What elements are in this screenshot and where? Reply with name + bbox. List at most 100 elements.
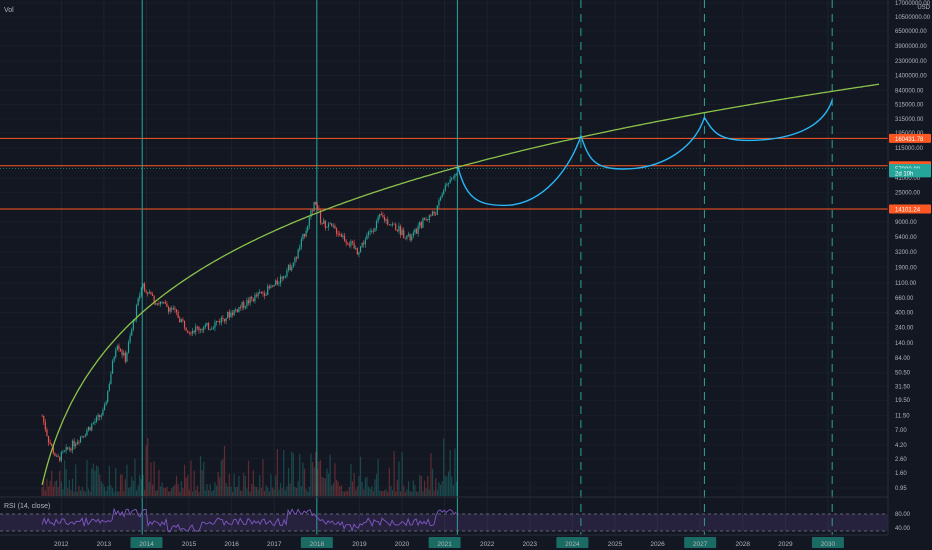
volume-bar: [284, 490, 286, 496]
time-marker-badge[interactable]: [811, 537, 844, 548]
volume-bar: [233, 473, 235, 496]
volume-bar: [407, 481, 410, 496]
volume-bar: [441, 481, 443, 496]
volume-bar: [51, 470, 53, 496]
volume-bar: [55, 480, 58, 496]
candle-body: [239, 306, 242, 308]
volume-bar: [257, 489, 259, 496]
volume-bar: [351, 481, 354, 496]
candle-body: [382, 215, 384, 217]
volume-bar: [113, 491, 115, 496]
volume-bar: [185, 477, 187, 496]
volume-bar: [313, 467, 315, 496]
projection-arc[interactable]: [456, 99, 833, 207]
volume-bar: [118, 491, 120, 496]
candle-body: [379, 214, 381, 217]
price-badge-label: 14101.24: [895, 208, 921, 214]
volume-bar: [374, 479, 376, 496]
time-marker-badge[interactable]: [556, 537, 589, 548]
candle-body: [303, 233, 306, 237]
volume-bar: [41, 486, 43, 496]
candle-body: [292, 262, 294, 268]
volume-bar: [145, 445, 147, 496]
volume-bar: [449, 450, 451, 496]
candle-body: [307, 225, 309, 231]
candle-body: [188, 332, 190, 334]
time-marker-badge[interactable]: [428, 537, 461, 548]
candle-body: [44, 421, 46, 430]
candle-body: [55, 455, 58, 457]
volume-bar: [159, 486, 162, 496]
volume-bar: [414, 484, 416, 496]
volume-bar: [369, 488, 371, 496]
volume-bar: [147, 437, 149, 496]
candle-body: [308, 217, 310, 226]
candle-body: [417, 225, 419, 234]
volume-bar: [404, 491, 406, 496]
candle-body: [419, 222, 421, 226]
candle-body: [49, 442, 51, 445]
volume-bar: [350, 463, 352, 496]
volume-bar: [201, 470, 203, 496]
volume-bar: [430, 453, 432, 496]
volume-bar: [454, 448, 456, 496]
candle-body: [316, 204, 318, 209]
candle-body: [315, 201, 317, 205]
price-badge[interactable]: [889, 168, 931, 178]
candle-body: [436, 205, 438, 215]
volume-bar: [436, 489, 438, 496]
candle-body: [412, 232, 414, 237]
candle-body: [287, 264, 290, 271]
price-badge[interactable]: [889, 133, 931, 143]
time-marker-badge[interactable]: [684, 537, 717, 548]
rsi-pane: [0, 496, 888, 533]
candle-body: [331, 223, 333, 226]
volume-bar: [358, 476, 360, 496]
candle-body: [76, 441, 78, 445]
volume-bar: [438, 482, 440, 496]
candle-body: [110, 373, 112, 385]
projection-arcs[interactable]: [456, 99, 833, 207]
price-badge[interactable]: [889, 204, 931, 214]
candle-body: [121, 351, 123, 355]
log-growth-curve[interactable]: [41, 83, 880, 485]
volume-bar: [155, 490, 157, 496]
candle-body: [423, 218, 426, 220]
time-marker-badge[interactable]: [300, 537, 333, 548]
volume-bar: [231, 491, 234, 496]
volume-bar: [116, 491, 118, 496]
volume-bar: [275, 475, 277, 496]
cycle-lines[interactable]: [141, 0, 833, 535]
candle-body: [100, 415, 102, 417]
volume-bar: [95, 465, 98, 496]
volume-bar: [217, 471, 219, 496]
price-tick-label: 3200.00: [895, 250, 917, 256]
volume-bar: [383, 490, 386, 496]
candle-body: [180, 319, 182, 323]
candle-body: [420, 222, 422, 228]
candle-body: [310, 210, 312, 218]
candle-body: [323, 220, 325, 224]
candle-body: [185, 327, 187, 331]
candle-body: [179, 317, 181, 323]
volume-bar: [179, 491, 181, 496]
time-marker-badge[interactable]: [130, 537, 163, 548]
volume-bar: [447, 471, 450, 496]
candle-body: [396, 230, 398, 232]
volume-bar: [73, 491, 75, 496]
candle-body: [361, 242, 363, 247]
volume-bar: [334, 463, 336, 496]
time-axis[interactable]: 2012 2013 2014 2015 2016 2017 2018 2019 2020 2021…: [0, 534, 932, 550]
volume-bar: [199, 456, 202, 496]
candle-body: [236, 309, 238, 312]
growth-curve[interactable]: [41, 83, 880, 485]
candle-body: [118, 345, 120, 350]
horizontal-levels[interactable]: [0, 137, 888, 210]
volume-bar: [393, 451, 395, 496]
volume-bar: [403, 485, 405, 496]
candle-body: [391, 223, 394, 225]
candle-body: [377, 216, 379, 222]
volume-bar: [299, 453, 301, 496]
